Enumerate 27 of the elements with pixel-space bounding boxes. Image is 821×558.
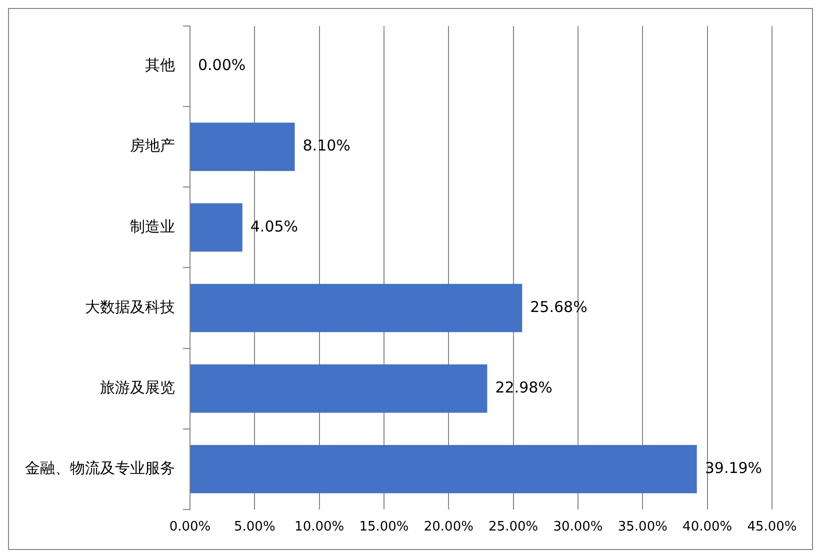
data-label: 25.68% (530, 298, 588, 316)
x-tick-label: 15.00% (359, 520, 409, 535)
y-tick-label: 房地产 (130, 136, 175, 155)
x-tick-label: 40.00% (682, 520, 732, 535)
data-label: 22.98% (495, 378, 552, 396)
x-tick-label: 10.00% (294, 520, 344, 535)
data-label: 0.00% (198, 56, 246, 74)
data-label: 39.19% (704, 459, 762, 478)
bar (190, 444, 697, 494)
x-tick-label: 30.00% (553, 520, 603, 535)
x-tick-label: 5.00% (234, 520, 276, 535)
bar (190, 122, 295, 172)
data-label: 4.05% (250, 217, 298, 236)
y-tick-label: 旅游及展览 (100, 378, 175, 396)
x-tick-label: 20.00% (424, 520, 474, 535)
x-tick-label: 45.00% (747, 520, 797, 535)
x-tick-label: 35.00% (618, 520, 668, 535)
y-tick-label: 大数据及科技 (85, 298, 175, 316)
bar (190, 284, 522, 332)
y-tick-label: 制造业 (130, 217, 175, 236)
bar (190, 203, 242, 252)
bar (190, 364, 488, 413)
x-tick-label: 0.00% (169, 520, 211, 535)
y-tick-label: 金融、物流及专业服务 (25, 459, 175, 478)
y-tick-label: 其他 (145, 56, 175, 74)
x-tick-label: 25.00% (488, 520, 538, 535)
data-label: 8.10% (302, 136, 350, 155)
